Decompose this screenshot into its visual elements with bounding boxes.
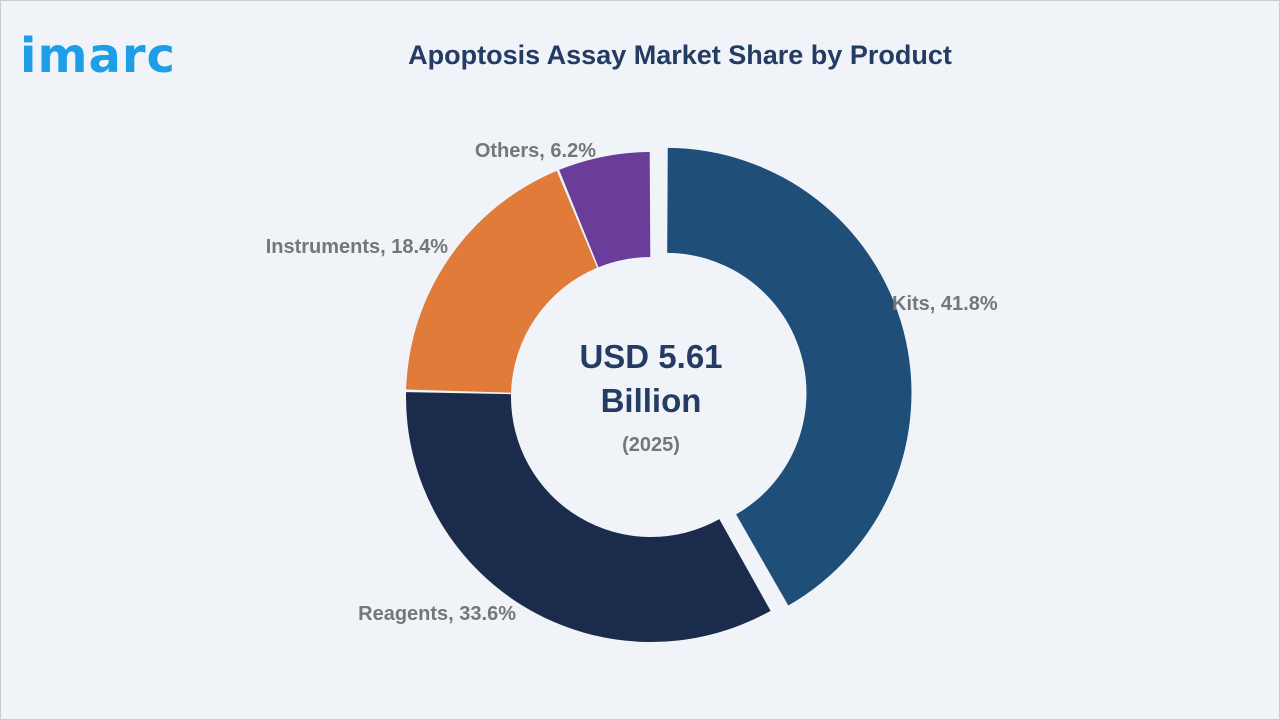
center-value-line2: Billion — [601, 382, 702, 419]
slice-label-instruments: Instruments, 18.4% — [266, 236, 449, 258]
donut-slices — [406, 147, 912, 642]
slice-others — [559, 152, 651, 268]
chart-title: Apoptosis Assay Market Share by Product — [408, 40, 952, 70]
slice-label-reagents: Reagents, 33.6% — [358, 603, 516, 625]
slice-reagents — [406, 392, 771, 642]
slice-kits — [667, 147, 912, 606]
slice-labels: Kits, 41.8% Reagents, 33.6% Instruments, 1… — [266, 140, 998, 625]
slice-label-others: Others, 6.2% — [475, 140, 596, 162]
imarc-logo: imarc — [20, 22, 220, 84]
slice-instruments — [406, 170, 598, 393]
logo-text: imarc — [20, 28, 176, 84]
center-value-line1: USD 5.61 — [579, 338, 722, 375]
donut-center: USD 5.61 Billion (2025) — [579, 338, 722, 456]
slice-label-kits: Kits, 41.8% — [892, 293, 998, 315]
center-year: (2025) — [622, 434, 680, 456]
